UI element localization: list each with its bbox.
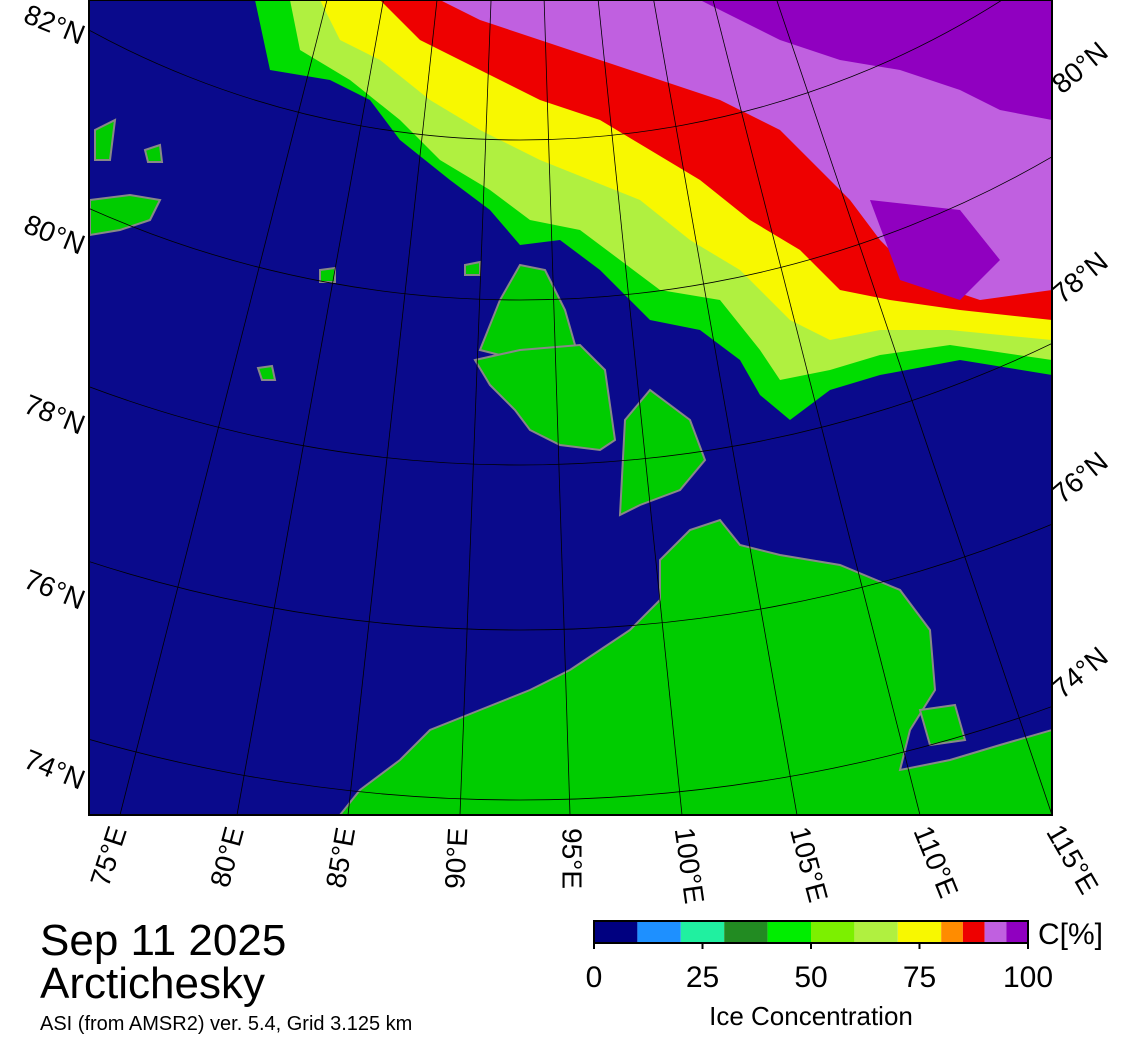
colorbar-cell [897,921,942,943]
colorbar-cell [941,921,963,943]
colorbar-cell [962,921,985,943]
lat-label: 74°N [20,743,90,795]
map [89,0,1052,815]
lat-label: 80°N [1046,36,1114,100]
lat-label: 80°N [20,208,90,260]
lat-label: 78°N [20,388,90,440]
lon-label: 110°E [908,821,965,902]
colorbar-cell [811,921,855,943]
sea-ice [255,0,1052,420]
lon-label: 115°E [1040,819,1104,899]
land [89,118,1052,815]
colorbar-tick-label: 0 [586,961,603,994]
lon-label: 105°E [784,823,834,905]
lat-label: 76°N [20,563,90,615]
colorbar-tick-label: 100 [1003,961,1053,994]
lat-label: 78°N [1046,246,1114,310]
lon-label: 85°E [320,825,361,890]
region: Arctichesky [40,959,265,1008]
lat-label: 76°N [1046,446,1114,510]
date: Sep 11 2025 [40,916,286,965]
lon-label: 100°E [669,826,710,906]
colorbar-title: Ice Concentration [709,1001,913,1031]
colorbar-tick-label: 25 [686,961,719,994]
lat-label: 74°N [1046,641,1114,705]
graticule-labels: 82°N 80°N 78°N 76°N 74°N 80°N 78°N 76°N 74°N 75°E… [20,0,1114,906]
lon-label: 75°E [84,823,132,891]
lon-label: 95°E [557,828,588,889]
colorbar-cell [724,921,768,943]
source: ASI (from AMSR2) ver. 5.4, Grid 3.125 km [40,1013,412,1035]
colorbar-cell [594,921,638,943]
colorbar-cell [680,921,725,943]
colorbar-cell [637,921,681,943]
colorbar-tick-label: 75 [903,961,936,994]
lon-label: 90°E [439,827,473,890]
colorbar-unit: C[%] [1038,918,1103,951]
colorbar-cell [1006,921,1028,943]
colorbar-cell [984,921,1007,943]
map-frame [88,0,1053,816]
colorbar-cell [854,921,898,943]
lat-label: 82°N [20,0,90,51]
lon-label: 80°E [204,823,250,890]
colorbar: 0 25 50 75 100 [586,920,1053,994]
graticule [89,0,1052,815]
colorbar-cell [767,921,811,943]
colorbar-tick-label: 50 [794,961,827,994]
